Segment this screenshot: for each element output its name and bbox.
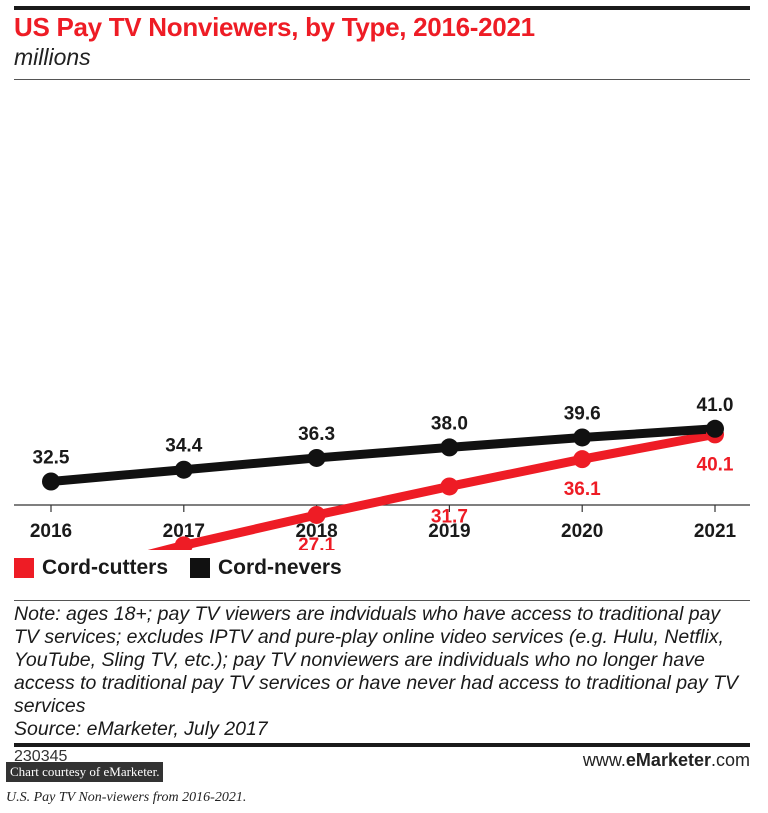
- legend-swatch-cord-cutters: [14, 558, 34, 578]
- chart-title: US Pay TV Nonviewers, by Type, 2016-2021: [14, 12, 535, 42]
- data-label-cord-cutters-2019: 31.7: [431, 506, 468, 527]
- point-cord-cutters-2020: [573, 450, 592, 469]
- brand-name: eMarketer: [625, 750, 711, 770]
- chart-id: 230345: [14, 748, 68, 765]
- top-rule: [14, 6, 750, 10]
- point-cord-nevers-2021: [706, 419, 724, 438]
- line-chart: 20162017201820192020202116.722.227.131.7…: [14, 395, 750, 550]
- legend-item-cord-nevers: Cord-nevers: [190, 556, 342, 580]
- legend-label-cord-cutters: Cord-cutters: [42, 556, 169, 579]
- legend: Cord-cutters Cord-nevers: [14, 556, 364, 580]
- point-cord-nevers-2020: [573, 428, 592, 447]
- brand-suffix: .com: [710, 750, 750, 770]
- data-label-cord-nevers-2018: 36.3: [298, 424, 335, 445]
- data-label-cord-cutters-2020: 36.1: [564, 479, 601, 500]
- chart-note: Note: ages 18+; pay TV viewers are indvi…: [14, 603, 750, 741]
- note-divider: [14, 600, 750, 601]
- legend-item-cord-cutters: Cord-cutters: [14, 556, 168, 580]
- data-label-cord-nevers-2017: 34.4: [165, 436, 202, 457]
- data-label-cord-nevers-2019: 38.0: [431, 413, 468, 434]
- chart-subtitle: millions: [14, 44, 91, 70]
- figure-caption: U.S. Pay TV Non-viewers from 2016-2021.: [6, 790, 247, 805]
- brand-prefix: www.: [582, 750, 626, 770]
- point-cord-nevers-2017: [174, 460, 193, 479]
- point-cord-cutters-2018: [307, 505, 326, 524]
- x-tick-label-2017: 2017: [163, 521, 205, 542]
- bottom-rule: [14, 743, 750, 747]
- data-label-cord-cutters-2021: 40.1: [697, 454, 734, 475]
- source-text: Source: eMarketer, July 2017: [14, 718, 268, 740]
- legend-label-cord-nevers: Cord-nevers: [218, 556, 342, 579]
- data-label-cord-nevers-2016: 32.5: [33, 448, 70, 469]
- courtesy-label: Chart courtesy of eMarketer.: [6, 762, 164, 782]
- point-cord-nevers-2016: [42, 472, 60, 491]
- x-tick-label-2019: 2019: [428, 521, 470, 542]
- brand-url[interactable]: www.eMarketer.com: [583, 750, 750, 771]
- header-divider: [14, 79, 750, 80]
- legend-swatch-cord-nevers: [190, 558, 211, 578]
- note-text: Note: ages 18+; pay TV viewers are indvi…: [14, 603, 739, 717]
- x-tick-label-2016: 2016: [30, 521, 72, 542]
- point-cord-nevers-2019: [440, 438, 459, 457]
- x-tick-label-2018: 2018: [295, 521, 337, 542]
- point-cord-cutters-2017: [174, 536, 193, 550]
- data-label-cord-cutters-2018: 27.1: [298, 535, 335, 550]
- x-tick-label-2020: 2020: [561, 521, 603, 542]
- point-cord-cutters-2019: [440, 477, 459, 496]
- series-line-cord-nevers: [46, 424, 720, 486]
- x-tick-label-2021: 2021: [694, 521, 737, 542]
- data-label-cord-nevers-2020: 39.6: [564, 403, 601, 424]
- data-label-cord-nevers-2021: 41.0: [697, 395, 734, 416]
- series-line-cord-cutters: [147, 429, 720, 550]
- point-cord-nevers-2018: [307, 448, 326, 467]
